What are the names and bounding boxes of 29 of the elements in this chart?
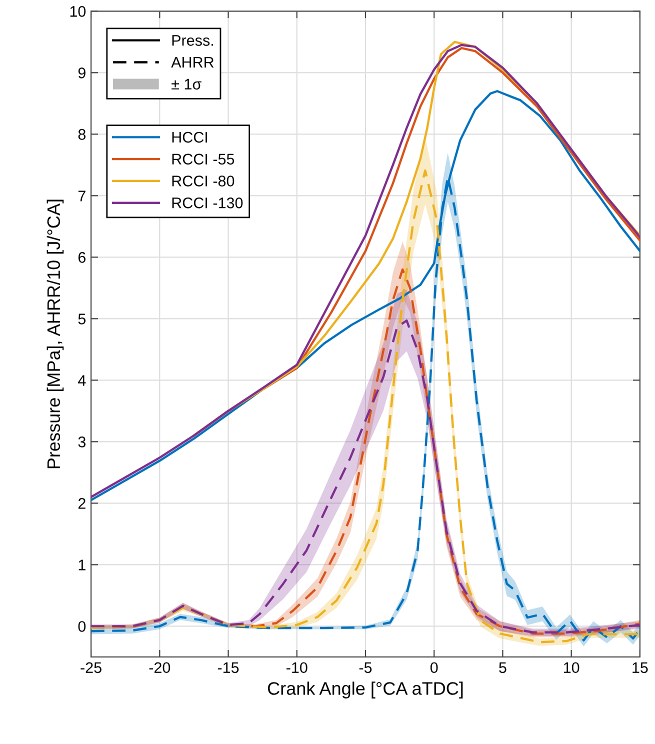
x-tick-label: 5: [499, 662, 506, 674]
x-tick-label: 10: [564, 662, 580, 674]
legend-label: HCCI: [172, 132, 208, 143]
y-tick-label: 9: [78, 68, 86, 78]
y-tick-label: 1: [78, 560, 86, 570]
y-tick-label: 3: [78, 436, 86, 448]
x-tick-label: 15: [632, 662, 648, 674]
legend-label: RCCI -55: [172, 154, 234, 165]
annotation: AHRR: [171, 57, 214, 68]
annotation: ± 1σ: [172, 78, 202, 90]
legend-label: RCCI -130: [172, 198, 243, 208]
x-tick-label: -20: [149, 662, 170, 674]
y-tick-label: 5: [78, 314, 86, 324]
y-axis-title: Pressure [MPa], AHRR/10 [J/°CA]: [46, 200, 64, 468]
x-axis-title: Crank Angle [°CA aTDC]: [268, 682, 463, 698]
x-tick-label: -10: [286, 662, 308, 674]
y-tick-label: 7: [78, 190, 86, 202]
x-tick-label: -15: [218, 662, 239, 674]
y-tick-label: 8: [78, 129, 86, 140]
x-tick-label: -5: [359, 662, 372, 674]
x-tick-label: 0: [430, 662, 438, 674]
x-tick-label: -25: [80, 662, 102, 674]
y-tick-label: 2: [78, 498, 86, 509]
y-tick-label: 0: [78, 621, 86, 632]
y-tick-label: 10: [70, 6, 86, 17]
annotation: Press.: [172, 35, 213, 46]
y-tick-label: 6: [78, 252, 86, 263]
legend-label: RCCI -80: [172, 176, 234, 186]
y-tick-label: 4: [78, 375, 86, 386]
